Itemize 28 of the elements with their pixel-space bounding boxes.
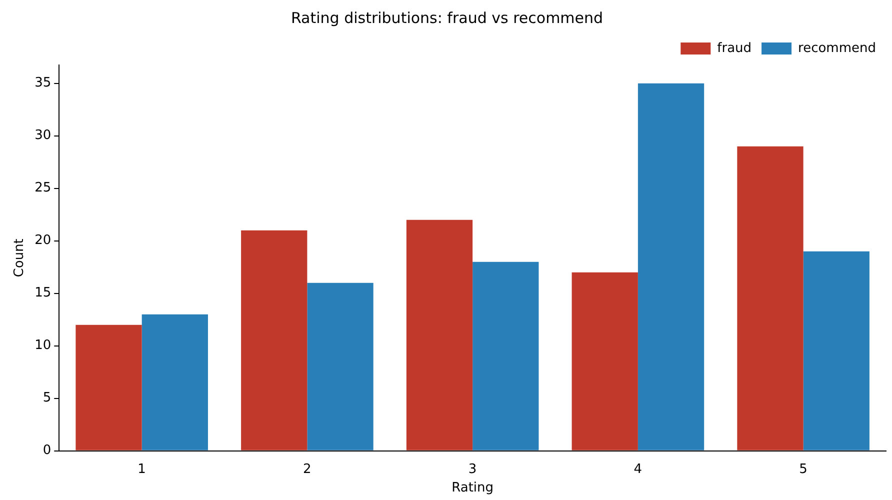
bar	[241, 230, 308, 450]
x-tick-label: 2	[303, 462, 312, 477]
y-tick-label: 5	[42, 390, 52, 406]
x-tick-label: 3	[468, 462, 477, 477]
bar	[737, 146, 804, 450]
bar	[572, 272, 638, 450]
legend-label: recommend	[798, 40, 876, 56]
x-tick-label: 1	[138, 462, 146, 477]
bar	[472, 262, 539, 450]
chart-title: Rating distributions: fraud vs recommend	[290, 8, 604, 27]
x-tick-label: 4	[634, 462, 642, 477]
y-tick-label: 25	[34, 180, 52, 196]
x-tick-label: 5	[799, 462, 808, 477]
bar	[76, 324, 142, 450]
y-axis-title: Count	[12, 238, 28, 278]
y-tick-label: 10	[34, 338, 52, 354]
bar	[638, 83, 704, 450]
legend-label: fraud	[717, 40, 752, 56]
bar	[142, 314, 208, 450]
bar	[307, 282, 374, 450]
bar	[406, 220, 473, 450]
bar	[803, 251, 870, 450]
y-tick-label: 30	[34, 128, 52, 144]
y-tick-label: 15	[34, 286, 52, 301]
y-tick-label: 35	[34, 76, 52, 91]
y-tick-label: 0	[42, 443, 52, 458]
x-axis-title: Rating	[452, 480, 494, 496]
y-tick-label: 20	[34, 233, 52, 248]
